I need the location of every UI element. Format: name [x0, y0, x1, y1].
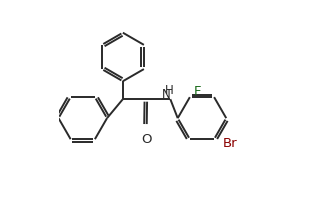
Text: O: O — [141, 133, 152, 146]
Text: N: N — [162, 88, 171, 101]
Text: H: H — [165, 84, 174, 97]
Text: Br: Br — [223, 137, 237, 150]
Text: F: F — [194, 85, 201, 98]
